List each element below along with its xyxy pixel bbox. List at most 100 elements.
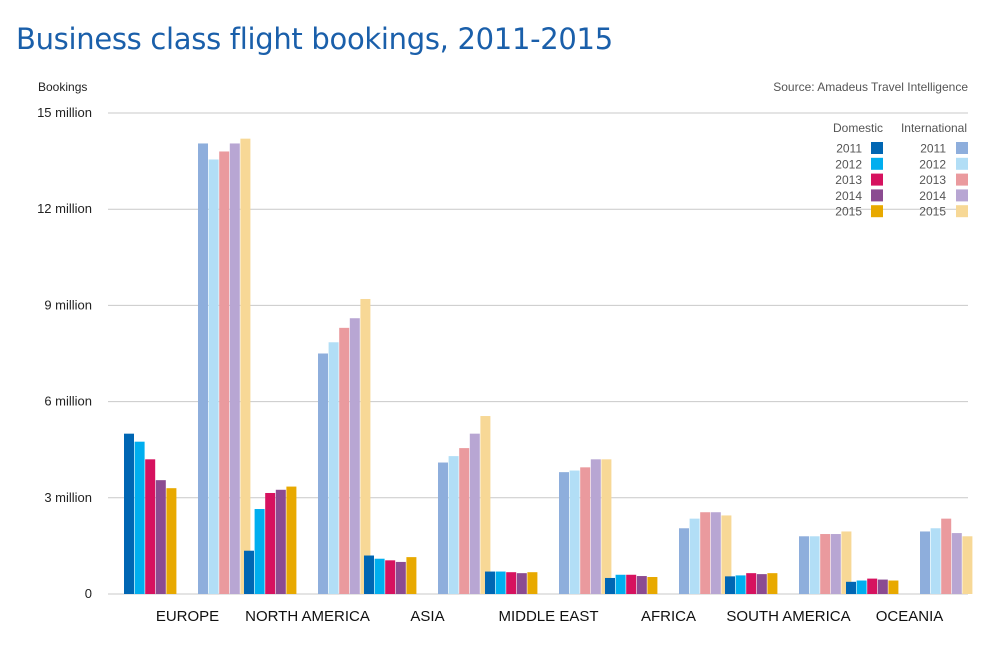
bar-middle-east-domestic-2013 (506, 572, 517, 594)
bar-europe-international-2013 (219, 151, 230, 595)
legend-international-heading: International (901, 121, 967, 135)
bar-africa-domestic-2014 (636, 576, 647, 594)
bar-asia-domestic-2011 (364, 555, 374, 594)
bar-africa-international-2011 (679, 528, 689, 594)
bar-north-america-international-2013 (339, 327, 350, 594)
legend-year-label: 2012 (919, 157, 946, 171)
bar-south-america-international-2014 (830, 534, 841, 594)
bar-europe-international-2015 (240, 138, 251, 595)
bar-north-america-domestic-2011 (244, 550, 254, 594)
bar-asia-international-2015 (480, 416, 491, 594)
bar-middle-east-domestic-2011 (485, 571, 495, 594)
bar-south-america-domestic-2015 (767, 573, 778, 594)
bar-africa-domestic-2011 (605, 577, 615, 594)
bar-middle-east-domestic-2012 (495, 571, 506, 594)
y-tick-label: 6 million (44, 394, 92, 409)
bar-africa-domestic-2012 (615, 574, 626, 594)
bar-africa-domestic-2015 (647, 577, 658, 594)
legend: Domestic International 20112012201320142… (833, 121, 968, 219)
bar-south-america-international-2012 (809, 536, 820, 594)
bar-oceania-international-2015 (962, 536, 973, 594)
bar-south-america-domestic-2012 (735, 575, 746, 594)
bar-oceania-domestic-2015 (888, 580, 899, 594)
bar-asia-international-2014 (469, 433, 480, 594)
bars (124, 138, 973, 595)
bar-south-america-domestic-2011 (725, 576, 735, 594)
bar-africa-international-2014 (710, 512, 721, 594)
bar-south-america-international-2015 (841, 531, 852, 594)
bar-africa-international-2013 (700, 512, 711, 594)
bar-oceania-domestic-2014 (877, 579, 888, 594)
bar-europe-international-2012 (208, 159, 219, 594)
bar-asia-domestic-2015 (406, 557, 417, 594)
legend-year-label: 2011 (836, 142, 862, 156)
bar-oceania-domestic-2011 (846, 581, 856, 594)
legend-swatch (871, 189, 883, 202)
chart-title: Business class flight bookings, 2011-201… (16, 22, 613, 56)
bar-middle-east-international-2011 (559, 472, 569, 594)
bar-north-america-international-2012 (328, 342, 339, 594)
bar-asia-international-2013 (459, 448, 470, 594)
bar-europe-domestic-2012 (134, 441, 145, 594)
bar-north-america-international-2014 (349, 318, 360, 594)
bar-south-america-domestic-2014 (756, 574, 767, 594)
bar-oceania-domestic-2012 (856, 580, 867, 594)
bar-middle-east-domestic-2015 (527, 572, 538, 594)
bar-south-america-international-2011 (799, 536, 809, 594)
legend-domestic-heading: Domestic (833, 121, 883, 135)
bar-asia-international-2011 (438, 462, 448, 594)
bar-north-america-domestic-2013 (265, 492, 276, 594)
legend-swatch (956, 142, 968, 154)
bar-oceania-international-2013 (941, 518, 952, 594)
legend-year-label: 2011 (920, 142, 946, 156)
bar-asia-domestic-2012 (374, 558, 385, 594)
bar-africa-international-2012 (689, 518, 700, 594)
y-axis-label: Bookings (38, 80, 87, 94)
x-category-label: EUROPE (156, 608, 219, 625)
x-category-label: OCEANIA (876, 608, 944, 625)
legend-swatch (871, 205, 883, 218)
y-tick-label: 3 million (44, 490, 92, 505)
legend-year-label: 2014 (835, 189, 862, 203)
legend-swatch (956, 173, 968, 186)
bar-europe-domestic-2013 (145, 459, 156, 594)
bar-europe-international-2011 (198, 143, 208, 595)
bar-asia-domestic-2013 (385, 560, 396, 594)
bar-middle-east-international-2014 (590, 459, 601, 594)
bar-oceania-international-2014 (951, 533, 962, 594)
bar-asia-domestic-2014 (395, 561, 406, 594)
legend-swatch (956, 157, 968, 170)
bar-south-america-domestic-2013 (746, 573, 757, 594)
y-tick-label: 0 (85, 586, 92, 601)
bar-europe-domestic-2015 (166, 488, 177, 594)
bar-middle-east-domestic-2014 (516, 573, 527, 594)
legend-year-label: 2013 (919, 173, 946, 187)
axes: Bookings Source: Amadeus Travel Intellig… (37, 80, 968, 625)
bar-oceania-international-2012 (930, 528, 941, 594)
bar-north-america-domestic-2015 (286, 486, 297, 594)
bar-africa-international-2015 (721, 515, 732, 594)
legend-swatch (871, 173, 883, 186)
y-tick-label: 12 million (37, 201, 92, 216)
y-tick-label: 15 million (37, 105, 92, 120)
x-category-label: SOUTH AMERICA (726, 608, 850, 625)
bar-middle-east-international-2012 (569, 470, 580, 594)
legend-year-label: 2013 (835, 173, 862, 187)
legend-year-label: 2014 (919, 189, 946, 203)
bar-africa-domestic-2013 (626, 574, 637, 594)
legend-year-label: 2015 (835, 205, 862, 219)
x-category-label: MIDDLE EAST (498, 608, 598, 625)
legend-swatch (871, 142, 883, 154)
x-category-label: AFRICA (641, 608, 696, 625)
legend-swatch (956, 205, 968, 218)
legend-year-label: 2015 (919, 205, 946, 219)
bar-europe-domestic-2011 (124, 433, 134, 594)
bar-north-america-international-2011 (318, 353, 328, 594)
bar-middle-east-international-2013 (580, 467, 591, 594)
y-tick-label: 9 million (44, 297, 92, 312)
bar-north-america-domestic-2014 (275, 489, 286, 594)
legend-swatch (871, 157, 883, 170)
bar-oceania-international-2011 (920, 531, 930, 594)
bar-south-america-international-2013 (820, 534, 831, 594)
